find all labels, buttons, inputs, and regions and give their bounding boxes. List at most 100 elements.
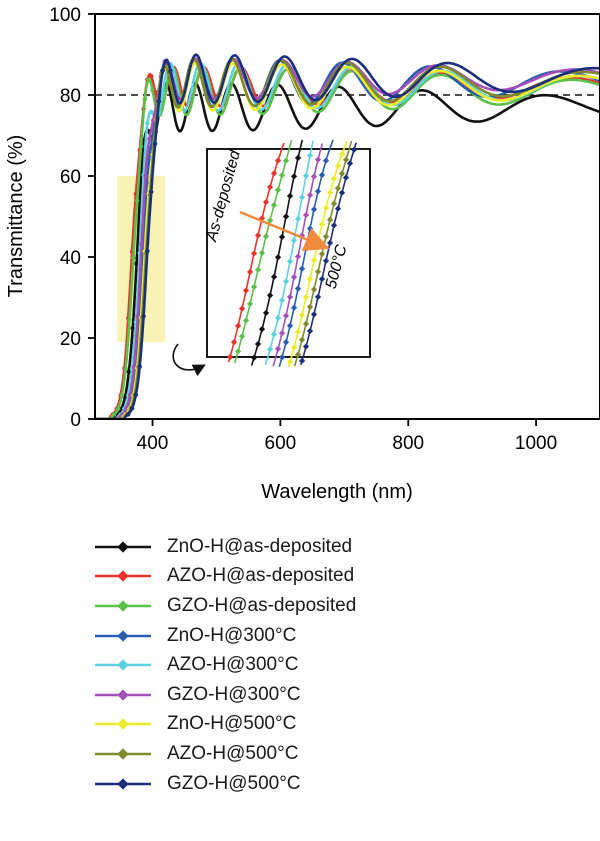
series-point-2 [123,366,128,371]
inset-series-point-1 [246,268,254,276]
series-point-2 [115,406,121,411]
legend-swatch [95,777,151,790]
legend-item: ZnO-H@as-deposited [95,532,575,562]
legend-label: AZO-H@as-deposited [167,565,355,587]
inset-series-point-0 [270,273,278,280]
series-point-1 [149,73,154,79]
inset-series-point-7 [310,286,318,293]
legend-swatch [95,629,151,642]
inset-series-point-7 [298,336,306,343]
inset-series-point-4 [302,172,310,179]
series-line-0 [95,81,600,419]
inset-series-point-0 [266,292,274,299]
inset-series-point-8 [314,293,322,301]
series-point-2 [146,77,151,82]
inset-series-point-4 [266,346,274,353]
y-tick-label: 40 [60,248,81,269]
inset-series-point-0 [258,325,266,333]
series-point-4 [149,109,154,114]
inset-series-point-7 [342,156,350,163]
inset-series-point-5 [286,293,294,301]
legend-label: ZnO-H@300°C [167,624,297,646]
series-point-8 [133,392,139,398]
x-tick-label: 400 [137,433,169,454]
inset-series-point-7 [314,268,322,275]
inset-series-point-3 [290,304,298,311]
series-point-5 [139,241,144,247]
series-point-7 [166,75,172,80]
legend-item: AZO-H@500°C [95,739,575,769]
series-point-4 [145,120,150,126]
legend-item: ZnO-H@500°C [95,710,575,740]
legend-swatch [95,689,151,701]
inset-pointer-arrow [172,343,206,377]
y-tick-label: 80 [60,86,81,107]
legend-swatch [95,659,151,671]
inset-series-point-5 [278,329,286,337]
inset-series-point-1 [234,322,242,330]
inset-series-point-4 [274,314,282,322]
series-point-2 [150,87,155,93]
series-point-5 [124,406,129,411]
legend-item: AZO-H@300°C [95,650,575,680]
inset-series-point-6 [310,257,318,264]
legend-item: GZO-H@as-deposited [95,591,575,621]
y-tick-label: 60 [60,167,81,188]
inset-series-point-7 [306,303,314,311]
inset-series-point-1 [274,157,282,164]
inset-series-point-7 [294,351,302,358]
series-line-2 [95,65,600,419]
series-line-7 [95,57,600,419]
series-point-8 [168,68,173,74]
x-tick-label: 800 [392,433,424,454]
series-point-2 [131,255,136,261]
inset-series-point-8 [302,343,310,350]
series-point-0 [134,261,139,266]
inset-series-point-5 [274,345,282,353]
series-point-2 [138,144,144,149]
series-point-8 [152,141,158,147]
inset-series-point-0 [262,309,270,316]
inset-series-point-3 [286,322,294,329]
inset-arrow [239,210,330,251]
legend-label: GZO-H@500°C [167,772,301,794]
series-point-5 [143,173,148,179]
legend-item: GZO-H@300°C [95,680,575,710]
inset-series-point-1 [254,232,262,239]
legend-item: GZO-H@500°C [95,769,575,799]
inset-series-point-8 [318,275,326,283]
legend-item: ZnO-H@300°C [95,621,575,651]
series-point-3 [148,146,153,152]
inset-series-point-6 [302,294,310,301]
inset-series-point-0 [274,254,282,261]
series-point-2 [111,412,117,417]
inset-series-point-6 [298,311,306,319]
series-line-8 [95,53,600,419]
inset-series-point-3 [278,354,286,361]
y-tick-label: 0 [70,410,81,431]
inset-series-point-2 [246,300,254,307]
series-point-2 [127,317,132,323]
inset-series-point-6 [306,275,314,282]
series-point-8 [160,68,165,73]
legend-swatch [95,718,151,731]
inset-series-point-6 [290,344,298,351]
legend-label: GZO-H@as-deposited [167,594,357,616]
x-tick-label: 600 [265,433,297,454]
inset-series-point-6 [294,328,302,336]
legend-swatch [95,600,151,612]
inset-series-point-4 [282,278,290,285]
inset-frame [206,148,371,358]
x-axis-label: Wavelength (nm) [261,481,413,503]
inset-series-point-8 [310,311,318,318]
legend-swatch [95,570,151,583]
legend-swatch [95,541,151,553]
y-tick-label: 20 [60,329,81,350]
inset-series-point-5 [282,312,290,319]
inset-series-point-8 [298,357,306,364]
inset-series-point-3 [294,285,302,292]
series-point-0 [126,369,132,374]
series-point-5 [147,136,152,142]
series-point-8 [164,58,169,63]
inset-series-point-2 [234,348,242,355]
